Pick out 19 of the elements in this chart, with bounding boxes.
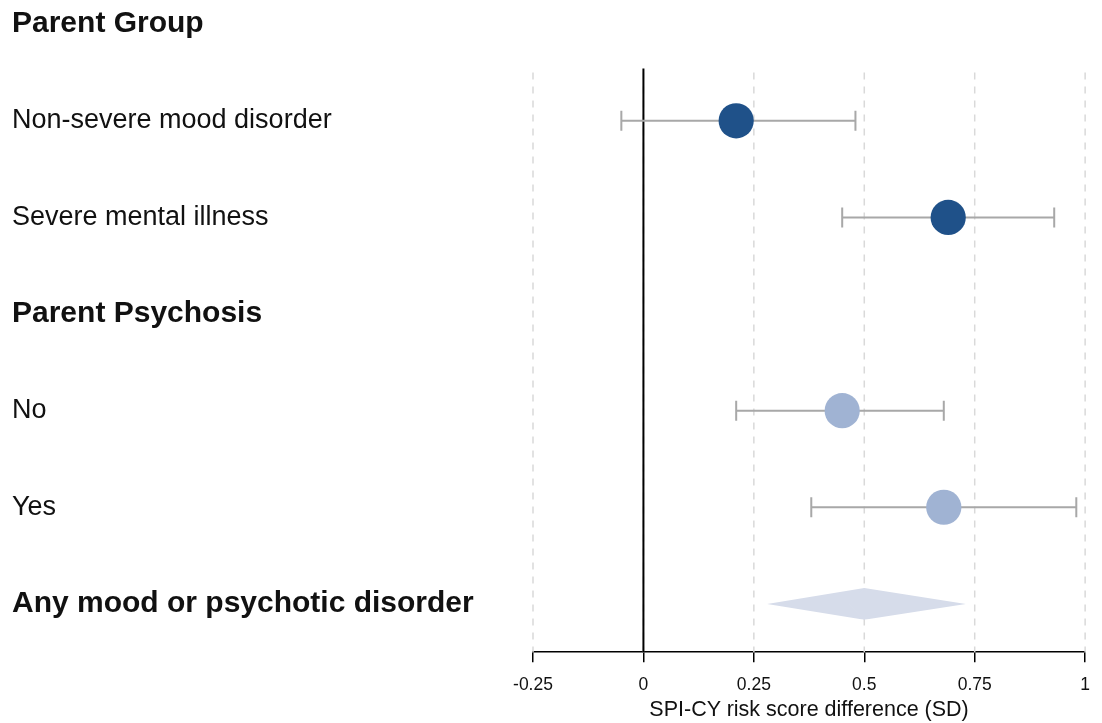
point [930, 199, 966, 235]
y-tick-label: No [12, 394, 47, 425]
x-tick-label: 0.5 [852, 673, 877, 694]
y-tick-label: Any mood or psychotic disorder [12, 585, 475, 619]
y-tick-label: Parent Group [12, 5, 204, 39]
x-axis-title: SPI-CY risk score difference (SD) [649, 697, 969, 722]
point [824, 393, 860, 429]
x-tick-label: 0.25 [736, 673, 771, 694]
x-tick-label: 0 [638, 673, 649, 694]
y-tick-label: Yes [12, 490, 57, 521]
point [926, 489, 962, 525]
y-tick-label: Parent Psychosis [12, 295, 263, 329]
x-tick-label: 1 [1080, 673, 1090, 694]
x-tick-label: -0.25 [513, 673, 553, 694]
y-tick-label: Non-severe mood disorder [12, 104, 332, 135]
point [848, 588, 881, 620]
point [718, 103, 754, 139]
x-tick-label: 0.75 [957, 673, 992, 694]
y-tick-label: Severe mental illness [12, 200, 269, 231]
